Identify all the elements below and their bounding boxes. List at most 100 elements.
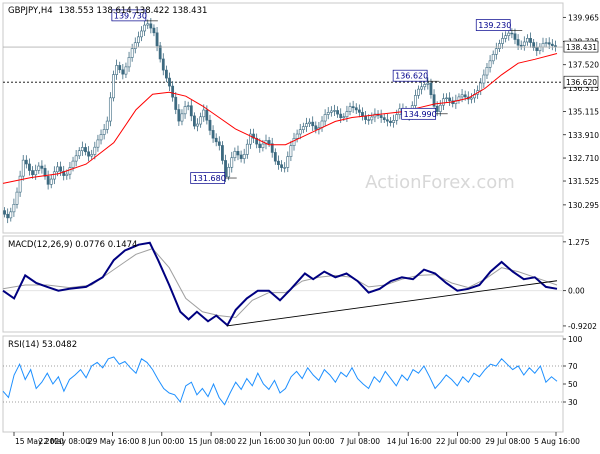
candle-body	[460, 94, 464, 98]
candle-body	[196, 123, 199, 127]
candle	[417, 85, 420, 99]
annotation-label: 139.730	[114, 11, 147, 20]
level-price-tag-box	[563, 75, 599, 88]
candle-body	[441, 98, 445, 106]
candle	[354, 103, 358, 114]
candle	[426, 77, 430, 90]
candle-body	[348, 106, 352, 112]
candle-body	[115, 65, 119, 75]
candle	[186, 101, 190, 111]
candle	[105, 116, 109, 134]
macd-label: MACD(12,26,9) 0.0776 0.1474	[8, 240, 137, 250]
candle	[15, 187, 19, 209]
candle-body	[249, 133, 252, 145]
candle	[62, 165, 66, 181]
candle	[348, 102, 352, 116]
candle	[214, 133, 218, 147]
candle-body	[522, 41, 526, 46]
candle	[59, 161, 62, 176]
candle	[217, 136, 221, 151]
time-tick-label: 22 May 08:00	[39, 437, 91, 446]
candle-body	[161, 58, 165, 71]
candle-body	[230, 157, 234, 168]
candle-body	[93, 146, 97, 155]
candle-body	[49, 178, 53, 185]
symbol-label: GBPJPY,H4 138.553 138.614 138.422 138.431	[8, 6, 207, 16]
candle-body	[59, 166, 62, 172]
price-tick-label: 135.115	[568, 107, 599, 116]
rsi-tick-label: 30	[568, 398, 578, 407]
candle-body	[354, 107, 358, 111]
candle	[49, 174, 53, 189]
candle-body	[112, 74, 115, 99]
price-tick-label: 139.965	[568, 13, 599, 22]
candle	[199, 112, 203, 128]
candle-body	[71, 160, 75, 168]
candle	[40, 160, 44, 174]
candle-body	[118, 65, 122, 71]
candle-body	[494, 48, 498, 55]
candle-body	[342, 116, 346, 119]
candle-body	[146, 23, 150, 26]
candle-body	[177, 109, 181, 122]
candle	[180, 109, 184, 126]
candle-body	[323, 114, 327, 122]
candle	[494, 42, 498, 60]
candle-body	[538, 46, 542, 52]
candle	[385, 113, 389, 127]
candle	[280, 160, 283, 172]
candle	[448, 92, 452, 106]
candle	[413, 89, 417, 111]
annotation-label: 139.230	[478, 21, 511, 30]
candle-body	[264, 140, 268, 145]
candle	[485, 62, 489, 79]
candle-body	[395, 114, 399, 121]
candle-body	[273, 152, 277, 162]
candle-body	[31, 170, 34, 176]
candle	[115, 59, 119, 80]
time-tick-label: 15 May 2020	[15, 437, 64, 446]
candle	[230, 151, 234, 173]
candle-body	[426, 82, 430, 85]
candle-body	[227, 166, 231, 178]
candle	[420, 80, 424, 95]
candle-body	[535, 47, 539, 52]
candle-body	[373, 113, 377, 118]
candle-body	[526, 38, 529, 43]
candle	[102, 123, 106, 140]
candle	[501, 32, 504, 49]
price-annotation: 131.680	[190, 172, 237, 184]
candle	[379, 109, 383, 123]
candle-body	[382, 117, 386, 121]
candle	[345, 105, 349, 122]
last-price-tag: 138.431	[563, 40, 599, 53]
candle	[445, 93, 448, 103]
candle-body	[389, 120, 392, 123]
candle-body	[56, 166, 59, 173]
macd-line	[2, 241, 558, 327]
candle-body	[74, 155, 78, 162]
candle	[227, 163, 231, 181]
candle-body	[186, 105, 190, 107]
candle-body	[224, 160, 227, 178]
rsi-tick-label: 100	[568, 335, 583, 344]
candle	[68, 162, 72, 180]
candle	[273, 148, 277, 165]
candle	[74, 150, 78, 167]
candle-body	[43, 168, 47, 177]
candle	[513, 28, 517, 45]
candle-body	[211, 130, 215, 139]
candle-body	[84, 147, 87, 153]
price-tick-label: 131.525	[568, 177, 599, 186]
candle-body	[532, 42, 536, 48]
candle-body	[18, 175, 22, 193]
rsi-tick-label: 70	[568, 362, 578, 371]
candle	[351, 100, 355, 113]
candle-body	[183, 106, 187, 115]
candle	[24, 155, 28, 169]
candle	[77, 147, 81, 160]
candle-body	[65, 173, 69, 176]
candle	[370, 112, 374, 124]
macd-tick-label: -0.9202	[568, 322, 597, 331]
